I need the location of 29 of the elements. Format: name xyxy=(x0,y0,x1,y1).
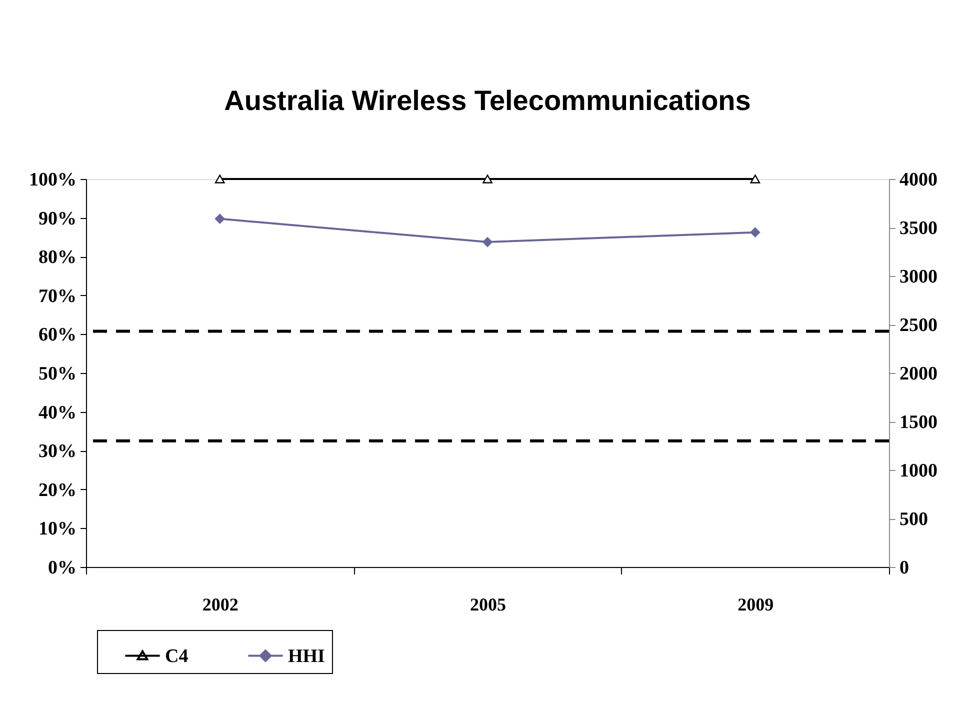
y-tick-label: 40% xyxy=(38,402,76,424)
point xyxy=(482,237,492,247)
y2-tick-label: 0 xyxy=(900,558,909,578)
point xyxy=(214,214,225,224)
y2-tick-label: 3500 xyxy=(900,218,938,239)
y-tick-label: 70% xyxy=(38,286,76,307)
y2-tick-label: 500 xyxy=(900,509,928,530)
y2-tick-label: 4000 xyxy=(900,170,938,190)
y2-tick-label: 2500 xyxy=(900,315,938,336)
x-tick-label: 2005 xyxy=(470,594,506,614)
y2-tick-label: 1500 xyxy=(900,412,938,433)
y-tick-label: 80% xyxy=(38,247,76,268)
y2-tick-label: 2000 xyxy=(900,364,938,384)
chart-title: Australia Wireless Telecommunications xyxy=(224,85,751,116)
point xyxy=(750,227,760,238)
x-tick-label: 2002 xyxy=(202,594,238,614)
y-tick-label: 30% xyxy=(38,441,76,462)
y-tick-label: 10% xyxy=(38,518,76,540)
x-tick-label: 2009 xyxy=(738,594,774,614)
y2-tick-label: 1000 xyxy=(900,460,938,482)
y-tick-label: 20% xyxy=(38,480,76,501)
y2-tick-label: 3000 xyxy=(900,266,938,288)
y-tick-label: 60% xyxy=(38,324,76,346)
y-tick-label: 0% xyxy=(48,558,76,578)
y-tick-label: 50% xyxy=(38,364,76,384)
y-tick-label: 100% xyxy=(29,170,76,190)
legend-label: C4 xyxy=(165,646,189,667)
legend-label: HHI xyxy=(288,646,325,667)
y-tick-label: 90% xyxy=(38,208,76,230)
